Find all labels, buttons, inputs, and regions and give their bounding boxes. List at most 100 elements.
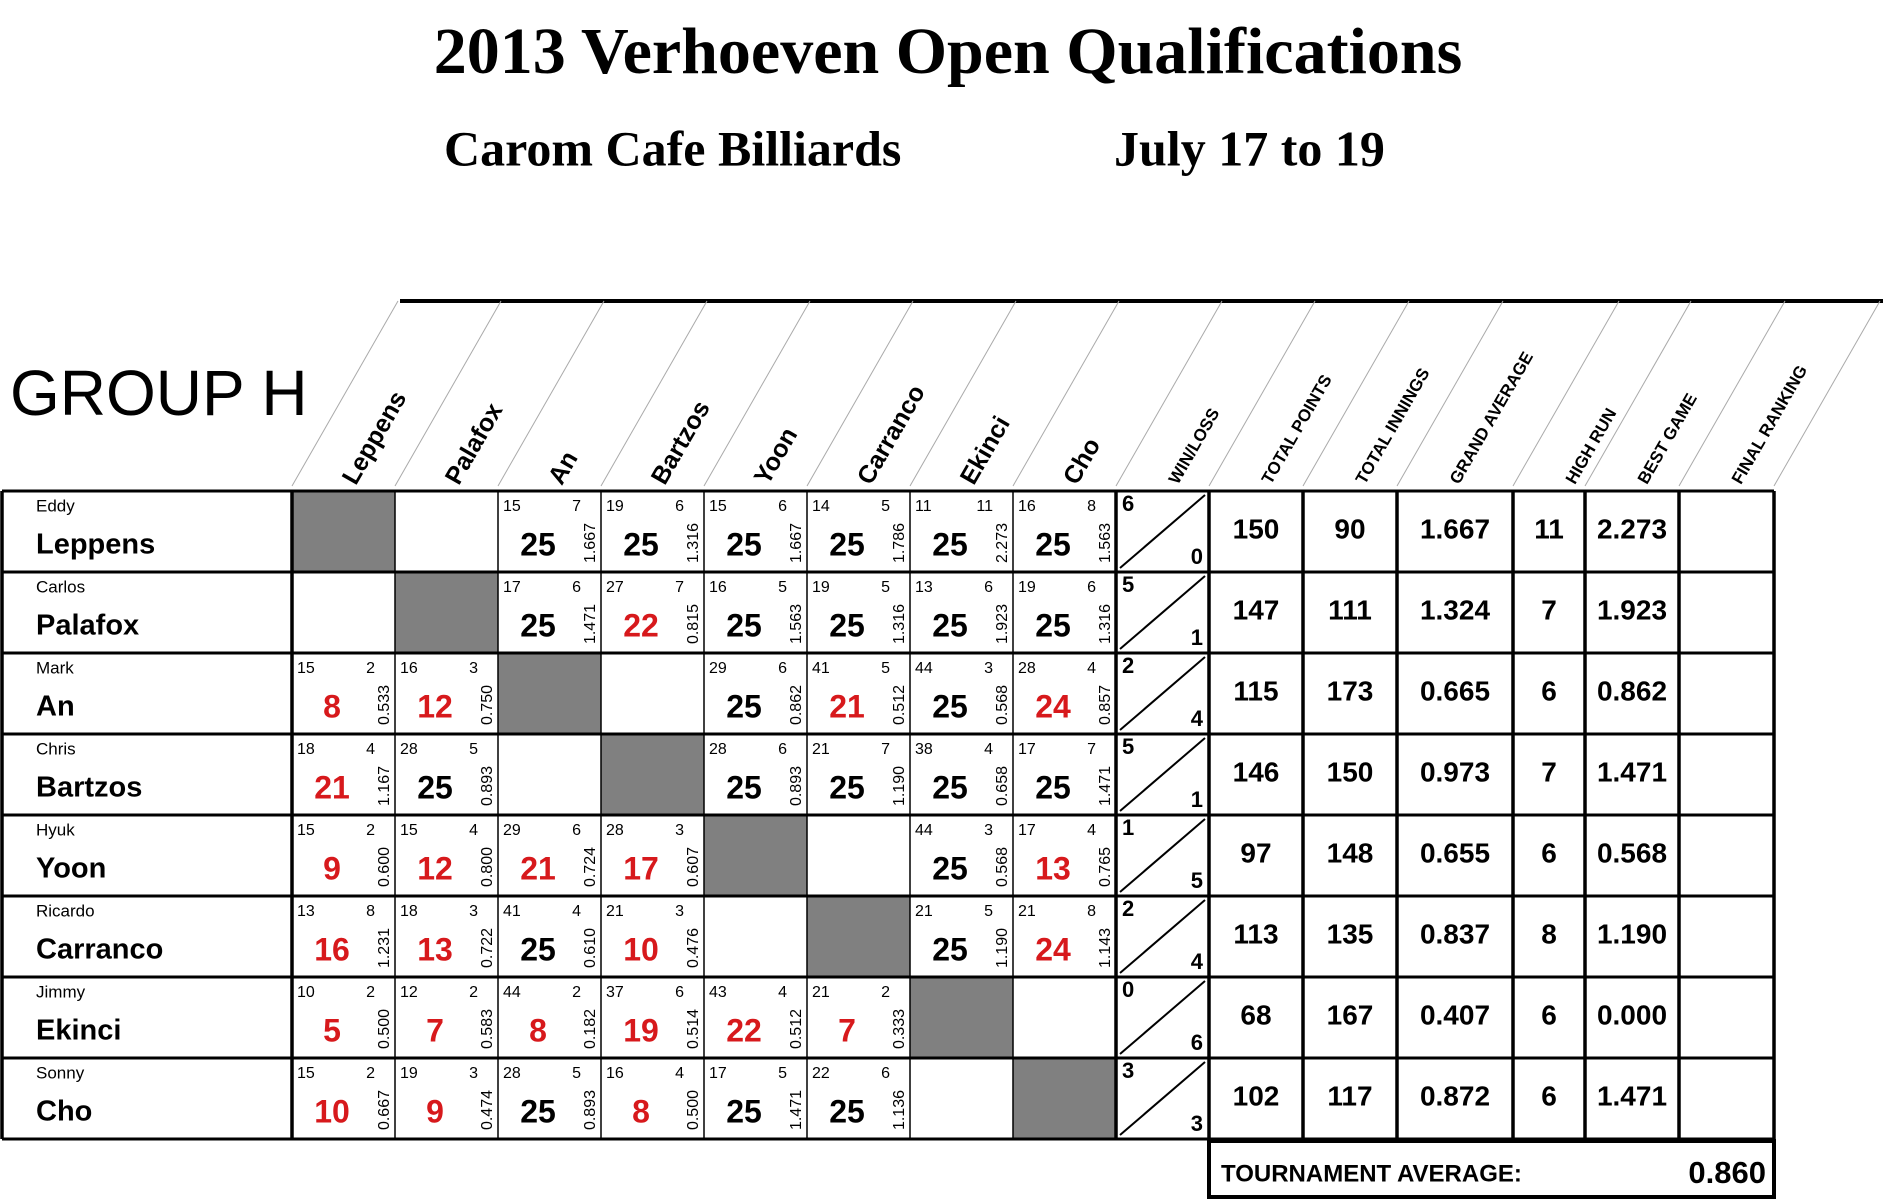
- wins: 2: [1122, 896, 1134, 921]
- losses: 1: [1191, 787, 1203, 812]
- innings: 16: [709, 579, 727, 596]
- innings: 13: [297, 903, 315, 920]
- match-average: 0.893: [479, 766, 496, 806]
- high-run: 4: [1087, 822, 1096, 839]
- first-name: Eddy: [36, 496, 75, 515]
- win-loss-divider: [1119, 899, 1206, 974]
- innings: 10: [297, 984, 315, 1001]
- high-run: 5: [984, 903, 993, 920]
- high-run: 4: [1087, 660, 1096, 677]
- innings: 16: [606, 1065, 624, 1082]
- match-average: 0.893: [788, 766, 805, 806]
- match-points: 22: [623, 607, 659, 643]
- match-points: 25: [623, 526, 659, 562]
- best-game: 0.862: [1597, 675, 1667, 706]
- match-average: 0.512: [891, 685, 908, 725]
- wins: 0: [1122, 977, 1134, 1002]
- innings: 28: [709, 741, 727, 758]
- match-average: 0.476: [685, 928, 702, 968]
- innings: 44: [503, 984, 521, 1001]
- win-loss-divider: [1119, 737, 1206, 812]
- self-cell: [704, 815, 807, 896]
- self-cell: [292, 491, 395, 572]
- innings: 15: [400, 822, 418, 839]
- first-name: Sonny: [36, 1063, 85, 1082]
- high-run: 7: [675, 579, 684, 596]
- grand-average: 1.324: [1420, 594, 1490, 625]
- match-average: 0.600: [376, 847, 393, 887]
- match-average: 0.500: [376, 1009, 393, 1049]
- first-name: Carlos: [36, 577, 85, 596]
- innings: 44: [915, 822, 933, 839]
- match-average: 1.316: [891, 604, 908, 644]
- high-run: 8: [1087, 498, 1096, 515]
- header-divider: [1678, 300, 1786, 487]
- high-run: 4: [778, 984, 787, 1001]
- innings: 15: [297, 822, 315, 839]
- match-average: 0.724: [582, 847, 599, 887]
- grand-average: 0.837: [1420, 918, 1490, 949]
- high-run: 3: [984, 822, 993, 839]
- match-points: 12: [417, 850, 453, 886]
- innings: 17: [503, 579, 521, 596]
- high-run: 7: [1541, 756, 1557, 787]
- tournament-average-label: TOURNAMENT AVERAGE:: [1221, 1160, 1522, 1187]
- innings: 19: [1018, 579, 1036, 596]
- losses: 1: [1191, 625, 1203, 650]
- match-points: 8: [323, 688, 341, 724]
- match-average: 0.750: [479, 685, 496, 725]
- match-average: 0.568: [994, 847, 1011, 887]
- match-points: 16: [314, 931, 350, 967]
- player-column-header: Ekinci: [955, 412, 1016, 490]
- high-run: 6: [1541, 675, 1557, 706]
- match-average: 1.923: [994, 604, 1011, 644]
- stat-column-header: TOTAL POINTS: [1258, 371, 1336, 487]
- match-average: 0.765: [1097, 847, 1114, 887]
- last-name: Carranco: [36, 934, 163, 966]
- match-points: 19: [623, 1012, 659, 1048]
- innings: 15: [709, 498, 727, 515]
- match-points: 25: [932, 526, 968, 562]
- match-points: 25: [932, 850, 968, 886]
- match-points: 8: [529, 1012, 547, 1048]
- innings: 15: [503, 498, 521, 515]
- match-average: 1.471: [1097, 766, 1114, 806]
- grand-average: 0.407: [1420, 999, 1490, 1030]
- total-innings: 117: [1327, 1080, 1372, 1111]
- high-run: 4: [572, 903, 581, 920]
- innings: 29: [709, 660, 727, 677]
- match-points: 13: [1035, 850, 1071, 886]
- match-average: 1.231: [376, 928, 393, 968]
- innings: 15: [297, 1065, 315, 1082]
- player-column-header: Palafox: [440, 398, 509, 489]
- high-run: 5: [881, 579, 890, 596]
- innings: 38: [915, 741, 933, 758]
- header-divider: [909, 300, 1017, 487]
- header-divider: [1512, 300, 1620, 487]
- innings: 14: [812, 498, 830, 515]
- match-points: 25: [726, 526, 762, 562]
- match-points: 25: [726, 607, 762, 643]
- self-cell: [910, 977, 1013, 1058]
- self-cell: [1013, 1058, 1116, 1139]
- innings: 16: [400, 660, 418, 677]
- match-average: 0.857: [1097, 685, 1114, 725]
- win-loss-divider: [1119, 818, 1206, 893]
- dates: July 17 to 19: [1114, 120, 1385, 176]
- win-loss-divider: [1119, 494, 1206, 569]
- high-run: 5: [881, 660, 890, 677]
- high-run: 6: [572, 579, 581, 596]
- high-run: 4: [984, 741, 993, 758]
- match-points: 25: [1035, 769, 1071, 805]
- tournament-average-box: [1207, 1139, 1776, 1199]
- innings: 18: [297, 741, 315, 758]
- high-run: 2: [572, 984, 581, 1001]
- venue: Carom Cafe Billiards: [444, 120, 901, 176]
- header-divider: [1302, 300, 1410, 487]
- header-divider: [497, 300, 605, 487]
- win-loss-divider: [1119, 980, 1206, 1055]
- stat-column-header: TOTAL INNINGS: [1352, 365, 1434, 487]
- innings: 41: [812, 660, 830, 677]
- best-game: 0.000: [1597, 999, 1667, 1030]
- losses: 3: [1191, 1111, 1203, 1136]
